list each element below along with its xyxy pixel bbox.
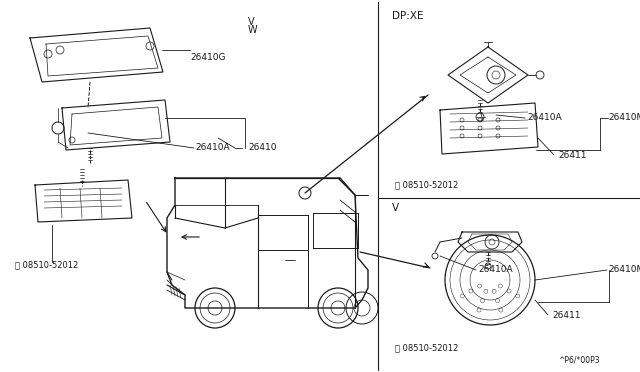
Text: 26410G: 26410G [190,54,225,62]
Text: 26410A: 26410A [527,113,562,122]
Text: Ⓢ 08510-52012: Ⓢ 08510-52012 [395,343,458,353]
Text: DP:XE: DP:XE [392,11,424,21]
Text: 26410M: 26410M [608,266,640,275]
Text: ^P6/*00P3: ^P6/*00P3 [558,356,600,365]
Text: 26410A: 26410A [478,266,513,275]
Text: W: W [248,25,258,35]
Text: 26411: 26411 [558,151,586,160]
Text: 26410A: 26410A [195,144,230,153]
Text: 26411: 26411 [552,311,580,320]
Text: V: V [392,203,399,213]
Text: Ⓢ 08510-52012: Ⓢ 08510-52012 [15,260,78,269]
Text: 26410M: 26410M [608,113,640,122]
Text: V: V [248,17,255,27]
Text: Ⓢ 08510-52012: Ⓢ 08510-52012 [395,180,458,189]
Text: 26410: 26410 [248,144,276,153]
